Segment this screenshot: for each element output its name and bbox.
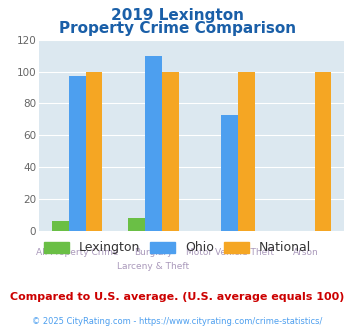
Bar bbox=[86, 72, 102, 231]
Text: Larceny & Theft: Larceny & Theft bbox=[118, 262, 190, 271]
Text: Motor Vehicle Theft: Motor Vehicle Theft bbox=[186, 248, 274, 257]
Bar bbox=[222, 115, 238, 231]
Bar bbox=[69, 76, 86, 231]
Text: All Property Crime: All Property Crime bbox=[36, 248, 119, 257]
Bar bbox=[238, 72, 255, 231]
Bar bbox=[129, 218, 145, 231]
Text: Compared to U.S. average. (U.S. average equals 100): Compared to U.S. average. (U.S. average … bbox=[10, 292, 345, 302]
Text: Burglary: Burglary bbox=[134, 248, 173, 257]
Bar bbox=[162, 72, 179, 231]
Text: Property Crime Comparison: Property Crime Comparison bbox=[59, 21, 296, 36]
Text: © 2025 CityRating.com - https://www.cityrating.com/crime-statistics/: © 2025 CityRating.com - https://www.city… bbox=[32, 317, 323, 326]
Legend: Lexington, Ohio, National: Lexington, Ohio, National bbox=[39, 236, 316, 259]
Bar bbox=[315, 72, 331, 231]
Bar bbox=[145, 55, 162, 231]
Bar bbox=[52, 221, 69, 231]
Text: 2019 Lexington: 2019 Lexington bbox=[111, 8, 244, 23]
Text: Arson: Arson bbox=[293, 248, 319, 257]
